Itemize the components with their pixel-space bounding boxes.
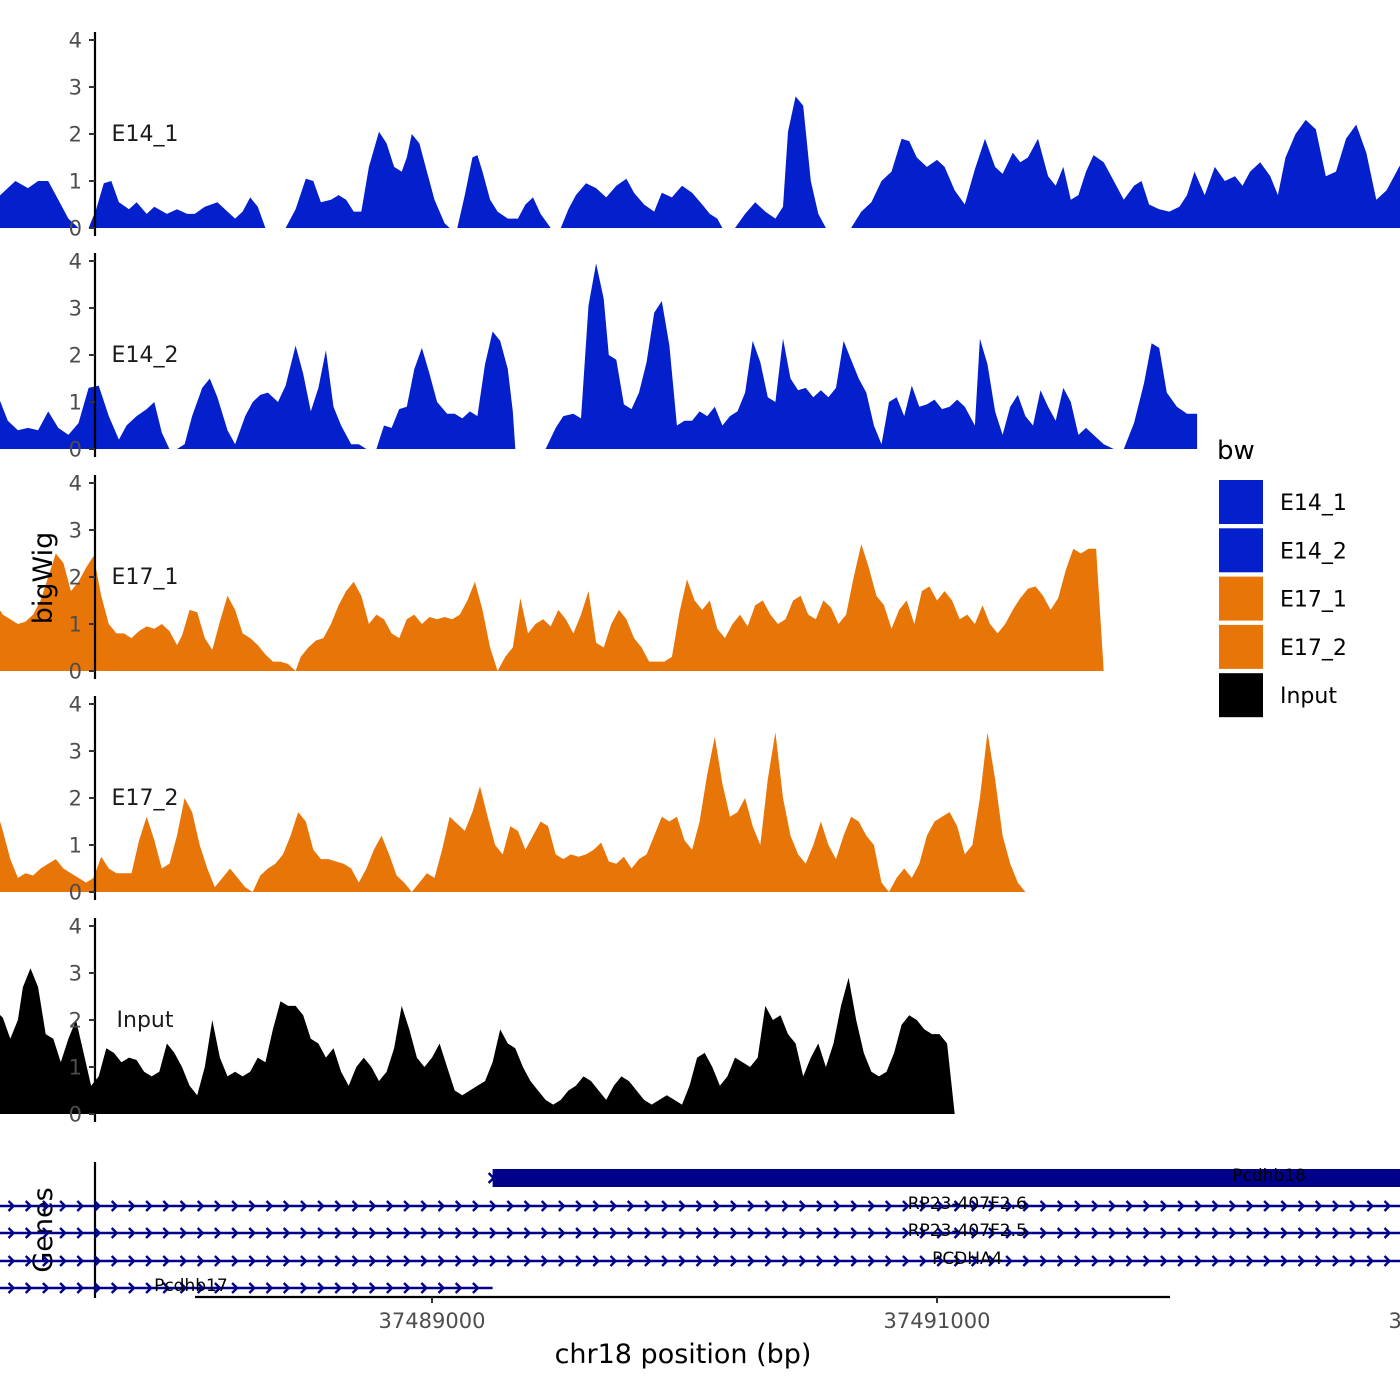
- y-tick-label: 1: [69, 1056, 82, 1080]
- y-tick-label: 0: [69, 217, 82, 241]
- track-area-E14_1: [0, 96, 1400, 228]
- gene-label-RP23-407F2.6: RP23-407F2.6: [908, 1194, 1027, 1214]
- x-axis-title: chr18 position (bp): [555, 1339, 812, 1370]
- y-tick-label: 3: [69, 297, 82, 321]
- track-area-E17_1: [0, 544, 1104, 671]
- track-area-Input: [0, 968, 955, 1114]
- gene-arrows-RP23-407F2.6: [7, 1200, 1392, 1212]
- track-area-E14_2: [0, 263, 1198, 449]
- y-tick-label: 4: [69, 472, 82, 496]
- legend-swatch-E17_1: [1219, 576, 1263, 621]
- gene-arrow-start: [487, 1172, 496, 1184]
- legend-swatch-E17_2: [1219, 624, 1263, 669]
- legend-title: bw: [1217, 436, 1255, 466]
- track-label-E17_1: E17_1: [112, 565, 179, 590]
- y-tick-label: 0: [69, 1103, 82, 1127]
- gene-label-RP23-407F2.5: RP23-407F2.5: [908, 1221, 1027, 1241]
- y-tick-label: 0: [69, 660, 82, 684]
- y-tick-label: 2: [69, 566, 82, 590]
- track-area-E17_2: [0, 732, 1026, 892]
- track-label-Input: Input: [117, 1008, 174, 1033]
- x-tick-label: 37493000: [1389, 1309, 1400, 1333]
- legend-swatch-E14_1: [1219, 480, 1263, 524]
- y-axis-title: bigWig: [28, 532, 59, 625]
- gene-block-Pcdhb18: [492, 1169, 1400, 1187]
- y-tick-label: 1: [69, 613, 82, 637]
- y-tick-label: 3: [69, 519, 82, 543]
- y-tick-label: 2: [69, 787, 82, 811]
- gene-arrows-RP23-407F2.5: [7, 1227, 1392, 1239]
- gene-arrows-PCDHA4: [7, 1255, 1392, 1267]
- y-tick-label: 4: [69, 915, 82, 939]
- legend-label-Input: Input: [1280, 684, 1337, 709]
- legend-label-E17_1: E17_1: [1280, 588, 1347, 613]
- y-tick-label: 3: [69, 740, 82, 764]
- y-tick-label: 4: [69, 693, 82, 717]
- track-label-E14_2: E14_2: [112, 343, 179, 368]
- y-tick-label: 1: [69, 170, 82, 194]
- x-tick-label: 37489000: [379, 1309, 486, 1333]
- y-tick-label: 3: [69, 76, 82, 100]
- y-tick-label: 4: [69, 29, 82, 53]
- y-tick-label: 2: [69, 1009, 82, 1033]
- legend-label-E14_1: E14_1: [1280, 491, 1347, 516]
- legend-swatch-Input: [1219, 673, 1263, 718]
- gene-label-Pcdhb17: Pcdhb17: [154, 1276, 228, 1296]
- y-tick-label: 2: [69, 344, 82, 368]
- y-tick-label: 3: [69, 962, 82, 986]
- y-tick-label: 2: [69, 123, 82, 147]
- y-tick-label: 1: [69, 391, 82, 415]
- track-label-E14_1: E14_1: [112, 122, 179, 147]
- y-tick-label: 0: [69, 438, 82, 462]
- y-tick-label: 0: [69, 881, 82, 905]
- gene-label-Pcdhb18: Pcdhb18: [1232, 1166, 1306, 1186]
- gene-arrows-Pcdhb17: [7, 1282, 480, 1294]
- gene-label-PCDHA4: PCDHA4: [932, 1249, 1002, 1269]
- legend-label-E14_2: E14_2: [1280, 539, 1347, 564]
- y-tick-label: 1: [69, 834, 82, 858]
- x-tick-label: 37491000: [884, 1309, 991, 1333]
- legend-label-E17_2: E17_2: [1280, 636, 1347, 661]
- y-tick-label: 4: [69, 250, 82, 274]
- track-label-E17_2: E17_2: [112, 786, 179, 811]
- legend-swatch-E14_2: [1219, 528, 1263, 573]
